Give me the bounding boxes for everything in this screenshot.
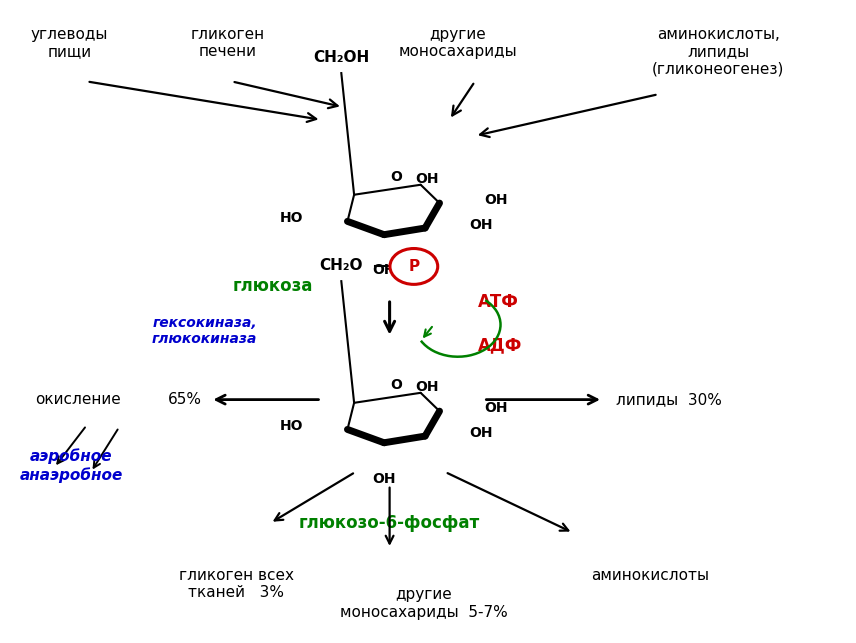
Text: другие
моносахариды: другие моносахариды <box>399 27 517 59</box>
Text: липиды  30%: липиды 30% <box>615 392 722 407</box>
Text: аминокислоты: аминокислоты <box>591 568 709 583</box>
Text: OH: OH <box>415 172 438 186</box>
Text: OH: OH <box>469 218 493 232</box>
Circle shape <box>390 248 437 284</box>
Text: другие
моносахариды  5-7%: другие моносахариды 5-7% <box>340 587 508 620</box>
Text: аминокислоты,
липиды
(гликонеогенез): аминокислоты, липиды (гликонеогенез) <box>652 27 784 77</box>
Text: гексокиназа,
глюкокиназа: гексокиназа, глюкокиназа <box>152 316 258 346</box>
Text: АДФ: АДФ <box>478 336 522 354</box>
Text: P: P <box>408 259 419 274</box>
Text: HO: HO <box>280 419 303 433</box>
Text: OH: OH <box>415 380 438 394</box>
Text: O: O <box>390 170 401 184</box>
Text: 65%: 65% <box>168 392 202 407</box>
Text: OH: OH <box>469 426 493 440</box>
Text: глюкозо-6-фосфат: глюкозо-6-фосфат <box>299 514 480 532</box>
Text: OH: OH <box>484 193 508 207</box>
Text: АТФ: АТФ <box>478 293 519 311</box>
Text: OH: OH <box>372 264 395 278</box>
Text: OH: OH <box>484 401 508 415</box>
Text: углеводы
пищи: углеводы пищи <box>31 27 109 59</box>
Text: гликоген всех
тканей   3%: гликоген всех тканей 3% <box>179 568 294 601</box>
Text: аэробное
анаэробное: аэробное анаэробное <box>20 449 123 482</box>
Text: окисление: окисление <box>35 392 121 407</box>
Text: HO: HO <box>280 211 303 225</box>
Text: OH: OH <box>372 471 395 485</box>
Text: глюкоза: глюкоза <box>233 277 312 295</box>
Text: CH₂O: CH₂O <box>319 258 363 273</box>
Text: гликоген
печени: гликоген печени <box>190 27 265 59</box>
Text: CH₂OH: CH₂OH <box>313 50 370 66</box>
Text: O: O <box>390 378 401 392</box>
